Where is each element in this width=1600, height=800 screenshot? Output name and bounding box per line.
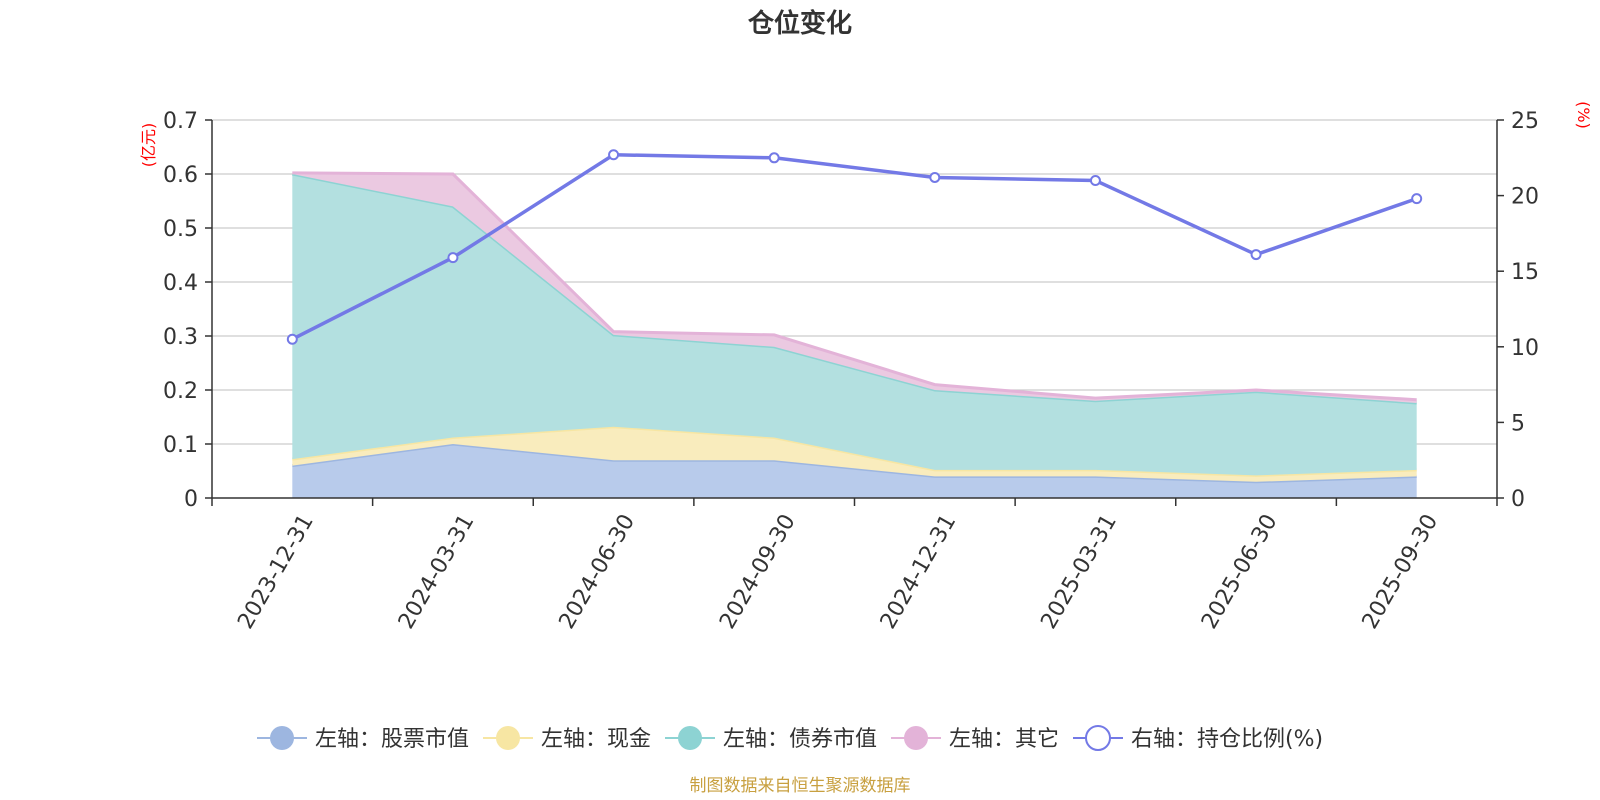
right-axis-tick-label: 20 xyxy=(1511,185,1539,210)
legend-label-2: 左轴：债券市值 xyxy=(723,727,877,752)
left-axis-tick-label: 0.7 xyxy=(163,109,198,134)
legend-marker-0 xyxy=(270,726,294,750)
legend-label-3: 左轴：其它 xyxy=(949,727,1059,752)
left-axis-tick-label: 0.2 xyxy=(163,379,198,404)
x-axis-tick-label: 2025-06-30 xyxy=(1197,510,1283,633)
x-axis-tick-label: 2024-03-31 xyxy=(394,510,480,633)
ratio-point-4-0 xyxy=(286,333,298,345)
ratio-point-4-5 xyxy=(1089,174,1101,186)
ratio-point-4-1 xyxy=(447,252,459,264)
area-edge-3 xyxy=(292,171,1417,402)
chart-title: 仓位变化 xyxy=(747,8,852,39)
right-axis-tick-label: 15 xyxy=(1511,260,1539,285)
ratio-point-4-6 xyxy=(1250,249,1262,261)
legend-label-0: 左轴：股票市值 xyxy=(315,727,469,752)
left-axis-tick-label: 0.5 xyxy=(163,217,198,242)
left-axis-tick-label: 0 xyxy=(184,487,198,512)
x-axis-tick-label: 2025-09-30 xyxy=(1358,510,1444,633)
legend-marker-2 xyxy=(678,726,702,750)
ratio-point-4-2 xyxy=(608,149,620,161)
x-axis-tick-label: 2024-06-30 xyxy=(555,510,641,633)
legend: 左轴：股票市值 左轴：现金 左轴：债券市值 左轴：其它 右轴：持仓比例(%) xyxy=(257,725,1323,752)
area-3 xyxy=(292,172,1417,403)
left-axis-tick-label: 0.6 xyxy=(163,163,198,188)
ratio-point-4-7 xyxy=(1411,193,1423,205)
right-axis-tick-label: 5 xyxy=(1511,411,1525,436)
left-axis-tick-label: 0.4 xyxy=(163,271,198,296)
x-axis-tick-label: 2025-03-31 xyxy=(1036,510,1122,633)
ratio-line-series xyxy=(286,149,1423,345)
right-axis-tick-label: 25 xyxy=(1511,109,1539,134)
legend-label-1: 左轴：现金 xyxy=(541,727,651,752)
legend-marker-1 xyxy=(496,726,520,750)
area-2 xyxy=(292,174,1417,476)
legend-marker-4 xyxy=(1085,725,1111,751)
left-axis-tick-label: 0.1 xyxy=(163,433,198,458)
right-axis-tick-label: 10 xyxy=(1511,336,1539,361)
left-axis-tick-label: 0.3 xyxy=(163,325,198,350)
ratio-point-4-4 xyxy=(929,171,941,183)
legend-label-4: 右轴：持仓比例(%) xyxy=(1131,727,1323,752)
x-axis-tick-label: 2024-09-30 xyxy=(715,510,801,633)
legend-marker-3 xyxy=(904,726,928,750)
ratio-point-4-3 xyxy=(768,152,780,164)
x-axis-tick-label: 2023-12-31 xyxy=(233,510,319,633)
area-series xyxy=(292,171,1417,498)
right-axis-tick-label: 0 xyxy=(1511,487,1525,512)
ratio-line xyxy=(291,153,1418,341)
left-axis-unit: (亿元) xyxy=(139,123,158,168)
source-note: 制图数据来自恒生聚源数据库 xyxy=(690,776,911,796)
right-axis-unit: (%) xyxy=(1574,101,1593,129)
x-axis-tick-label: 2024-12-31 xyxy=(876,510,962,633)
